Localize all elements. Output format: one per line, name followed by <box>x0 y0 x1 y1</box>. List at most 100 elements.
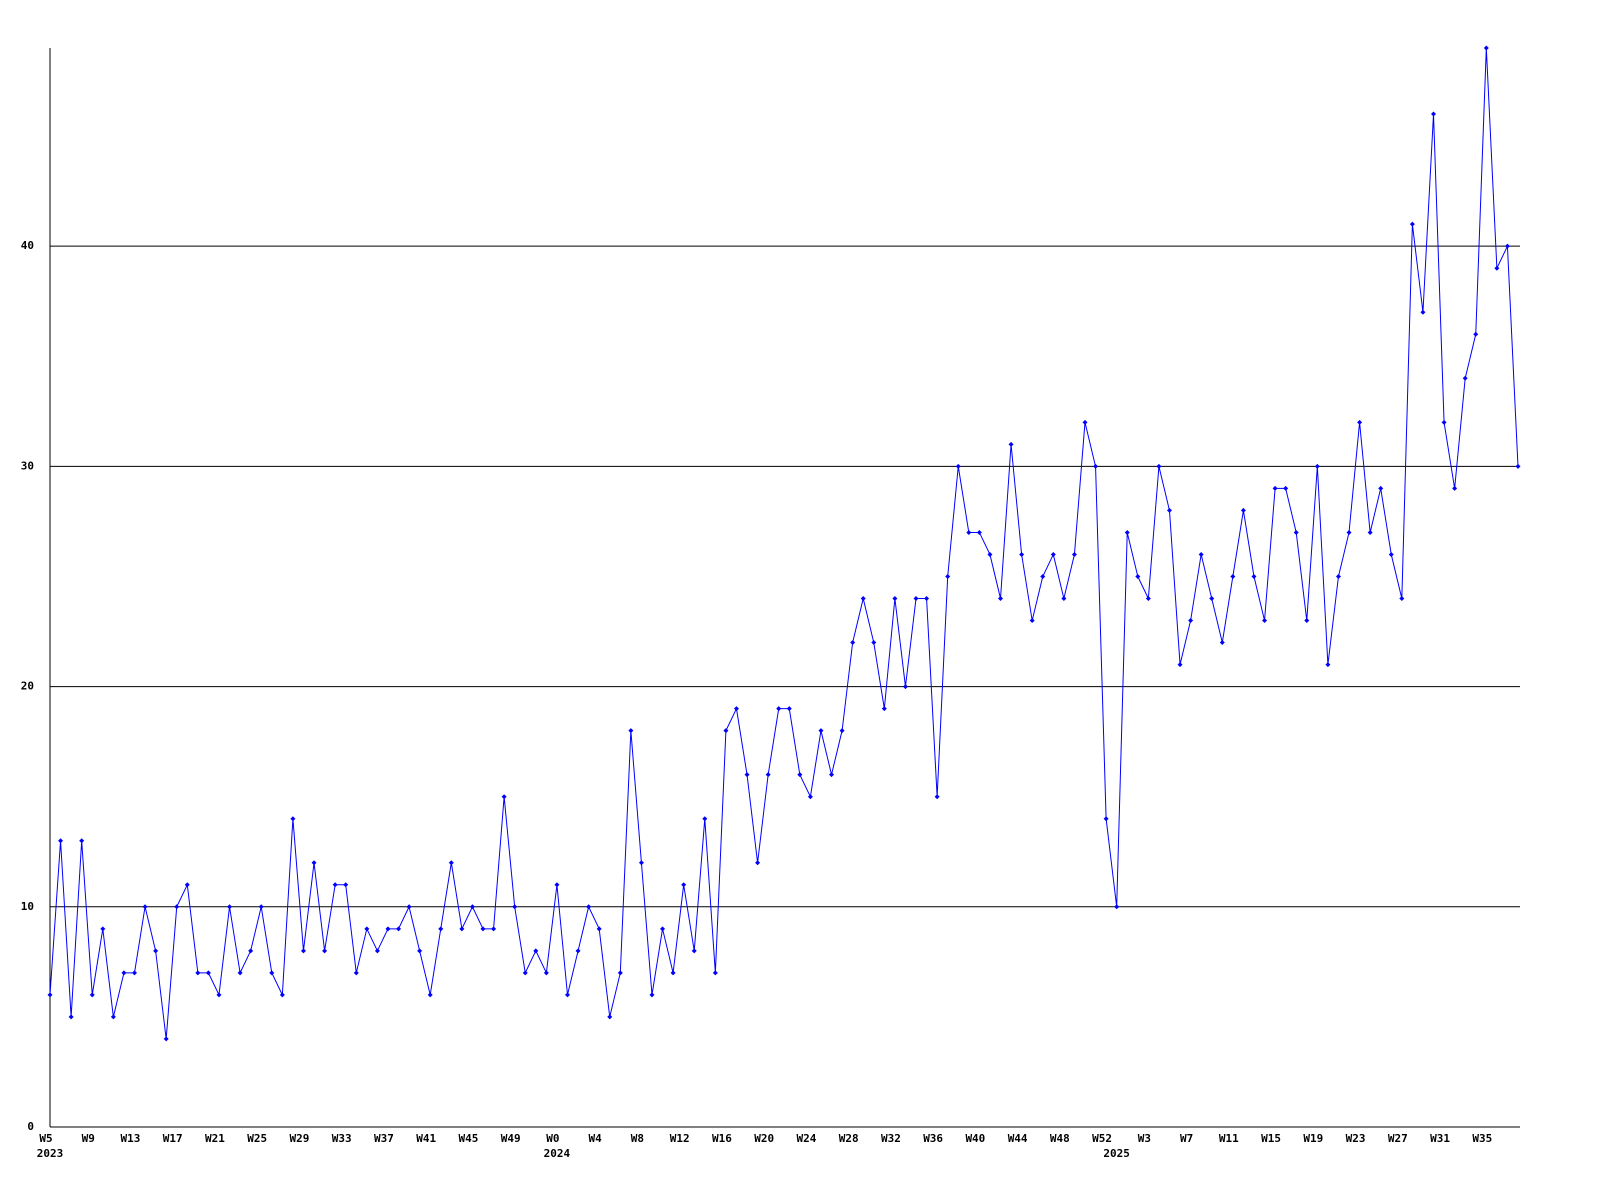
data-point <box>1082 419 1088 425</box>
x-tick-label: W16 <box>712 1132 732 1145</box>
data-point <box>924 596 930 602</box>
data-point <box>860 596 866 602</box>
data-point <box>427 992 433 998</box>
data-point <box>1071 551 1077 557</box>
x-tick-label: W45 <box>459 1132 479 1145</box>
x-tick-label: W24 <box>796 1132 816 1145</box>
data-point <box>406 904 412 910</box>
x-tick-label: W40 <box>965 1132 985 1145</box>
data-point <box>1145 596 1151 602</box>
data-point <box>1251 573 1257 579</box>
x-tick-label: W17 <box>163 1132 183 1145</box>
data-point <box>205 970 211 976</box>
data-point <box>807 794 813 800</box>
data-point <box>998 596 1004 602</box>
data-point <box>142 904 148 910</box>
data-point <box>1008 441 1014 447</box>
data-line <box>49 47 1519 1039</box>
data-point <box>902 684 908 690</box>
data-point <box>1357 419 1363 425</box>
x-tick-label: W35 <box>1472 1132 1492 1145</box>
data-point <box>1188 618 1194 624</box>
data-point <box>184 882 190 888</box>
data-point <box>480 926 486 932</box>
data-point <box>913 596 919 602</box>
data-point <box>955 463 961 469</box>
data-point <box>881 706 887 712</box>
y-tick-label: 0 <box>27 1120 34 1133</box>
x-tick-label: W19 <box>1303 1132 1323 1145</box>
data-point <box>258 904 264 910</box>
data-point <box>279 992 285 998</box>
data-point <box>459 926 465 932</box>
x-tick-label: W4 <box>589 1132 603 1145</box>
year-label: 2025 <box>1103 1147 1130 1160</box>
data-point <box>1061 596 1067 602</box>
x-tick-label: W32 <box>881 1132 901 1145</box>
data-point <box>1431 111 1437 117</box>
data-point <box>755 860 761 866</box>
x-tick-label: W44 <box>1008 1132 1028 1145</box>
data-point <box>1462 375 1468 381</box>
data-point <box>681 882 687 888</box>
data-point <box>1399 596 1405 602</box>
x-tick-label: W52 <box>1092 1132 1112 1145</box>
year-label: 2023 <box>37 1147 64 1160</box>
data-point <box>934 794 940 800</box>
data-point <box>343 882 349 888</box>
data-point <box>216 992 222 998</box>
data-point <box>660 926 666 932</box>
data-point <box>1209 596 1215 602</box>
data-point <box>1409 221 1415 227</box>
data-point <box>110 1014 116 1020</box>
data-point <box>892 596 898 602</box>
data-point <box>1304 618 1310 624</box>
data-point <box>1019 551 1025 557</box>
data-point <box>554 882 560 888</box>
x-tick-label: W0 <box>546 1132 559 1145</box>
data-point <box>691 948 697 954</box>
data-point <box>1230 573 1236 579</box>
data-point <box>1483 45 1489 51</box>
x-tick-label: W5 <box>39 1132 52 1145</box>
data-point <box>1262 618 1268 624</box>
data-point <box>501 794 507 800</box>
data-point <box>1198 551 1204 557</box>
data-point <box>533 948 539 954</box>
data-point <box>1515 463 1521 469</box>
data-point <box>670 970 676 976</box>
data-point <box>153 948 159 954</box>
x-tick-label: W23 <box>1346 1132 1366 1145</box>
data-point <box>607 1014 613 1020</box>
data-point <box>638 860 644 866</box>
year-label: 2024 <box>544 1147 571 1160</box>
data-point <box>1103 816 1109 822</box>
data-point <box>987 551 993 557</box>
x-tick-label: W33 <box>332 1132 352 1145</box>
data-point <box>1114 904 1120 910</box>
data-point <box>850 640 856 646</box>
x-tick-label: W13 <box>121 1132 141 1145</box>
data-point <box>1420 309 1426 315</box>
data-point <box>1283 485 1289 491</box>
data-point <box>945 573 951 579</box>
data-point <box>131 970 137 976</box>
x-tick-label: W25 <box>247 1132 267 1145</box>
data-point <box>723 728 729 734</box>
data-point <box>617 970 623 976</box>
data-point <box>195 970 201 976</box>
data-point <box>1325 662 1331 668</box>
x-tick-label: W37 <box>374 1132 394 1145</box>
data-point <box>174 904 180 910</box>
data-point <box>1335 573 1341 579</box>
data-point <box>522 970 528 976</box>
data-point <box>596 926 602 932</box>
data-point <box>765 772 771 778</box>
x-tick-label: W7 <box>1180 1132 1193 1145</box>
data-point <box>1367 529 1373 535</box>
data-point <box>1346 529 1352 535</box>
y-tick-label: 20 <box>21 680 34 693</box>
data-point <box>290 816 296 822</box>
data-point <box>818 728 824 734</box>
